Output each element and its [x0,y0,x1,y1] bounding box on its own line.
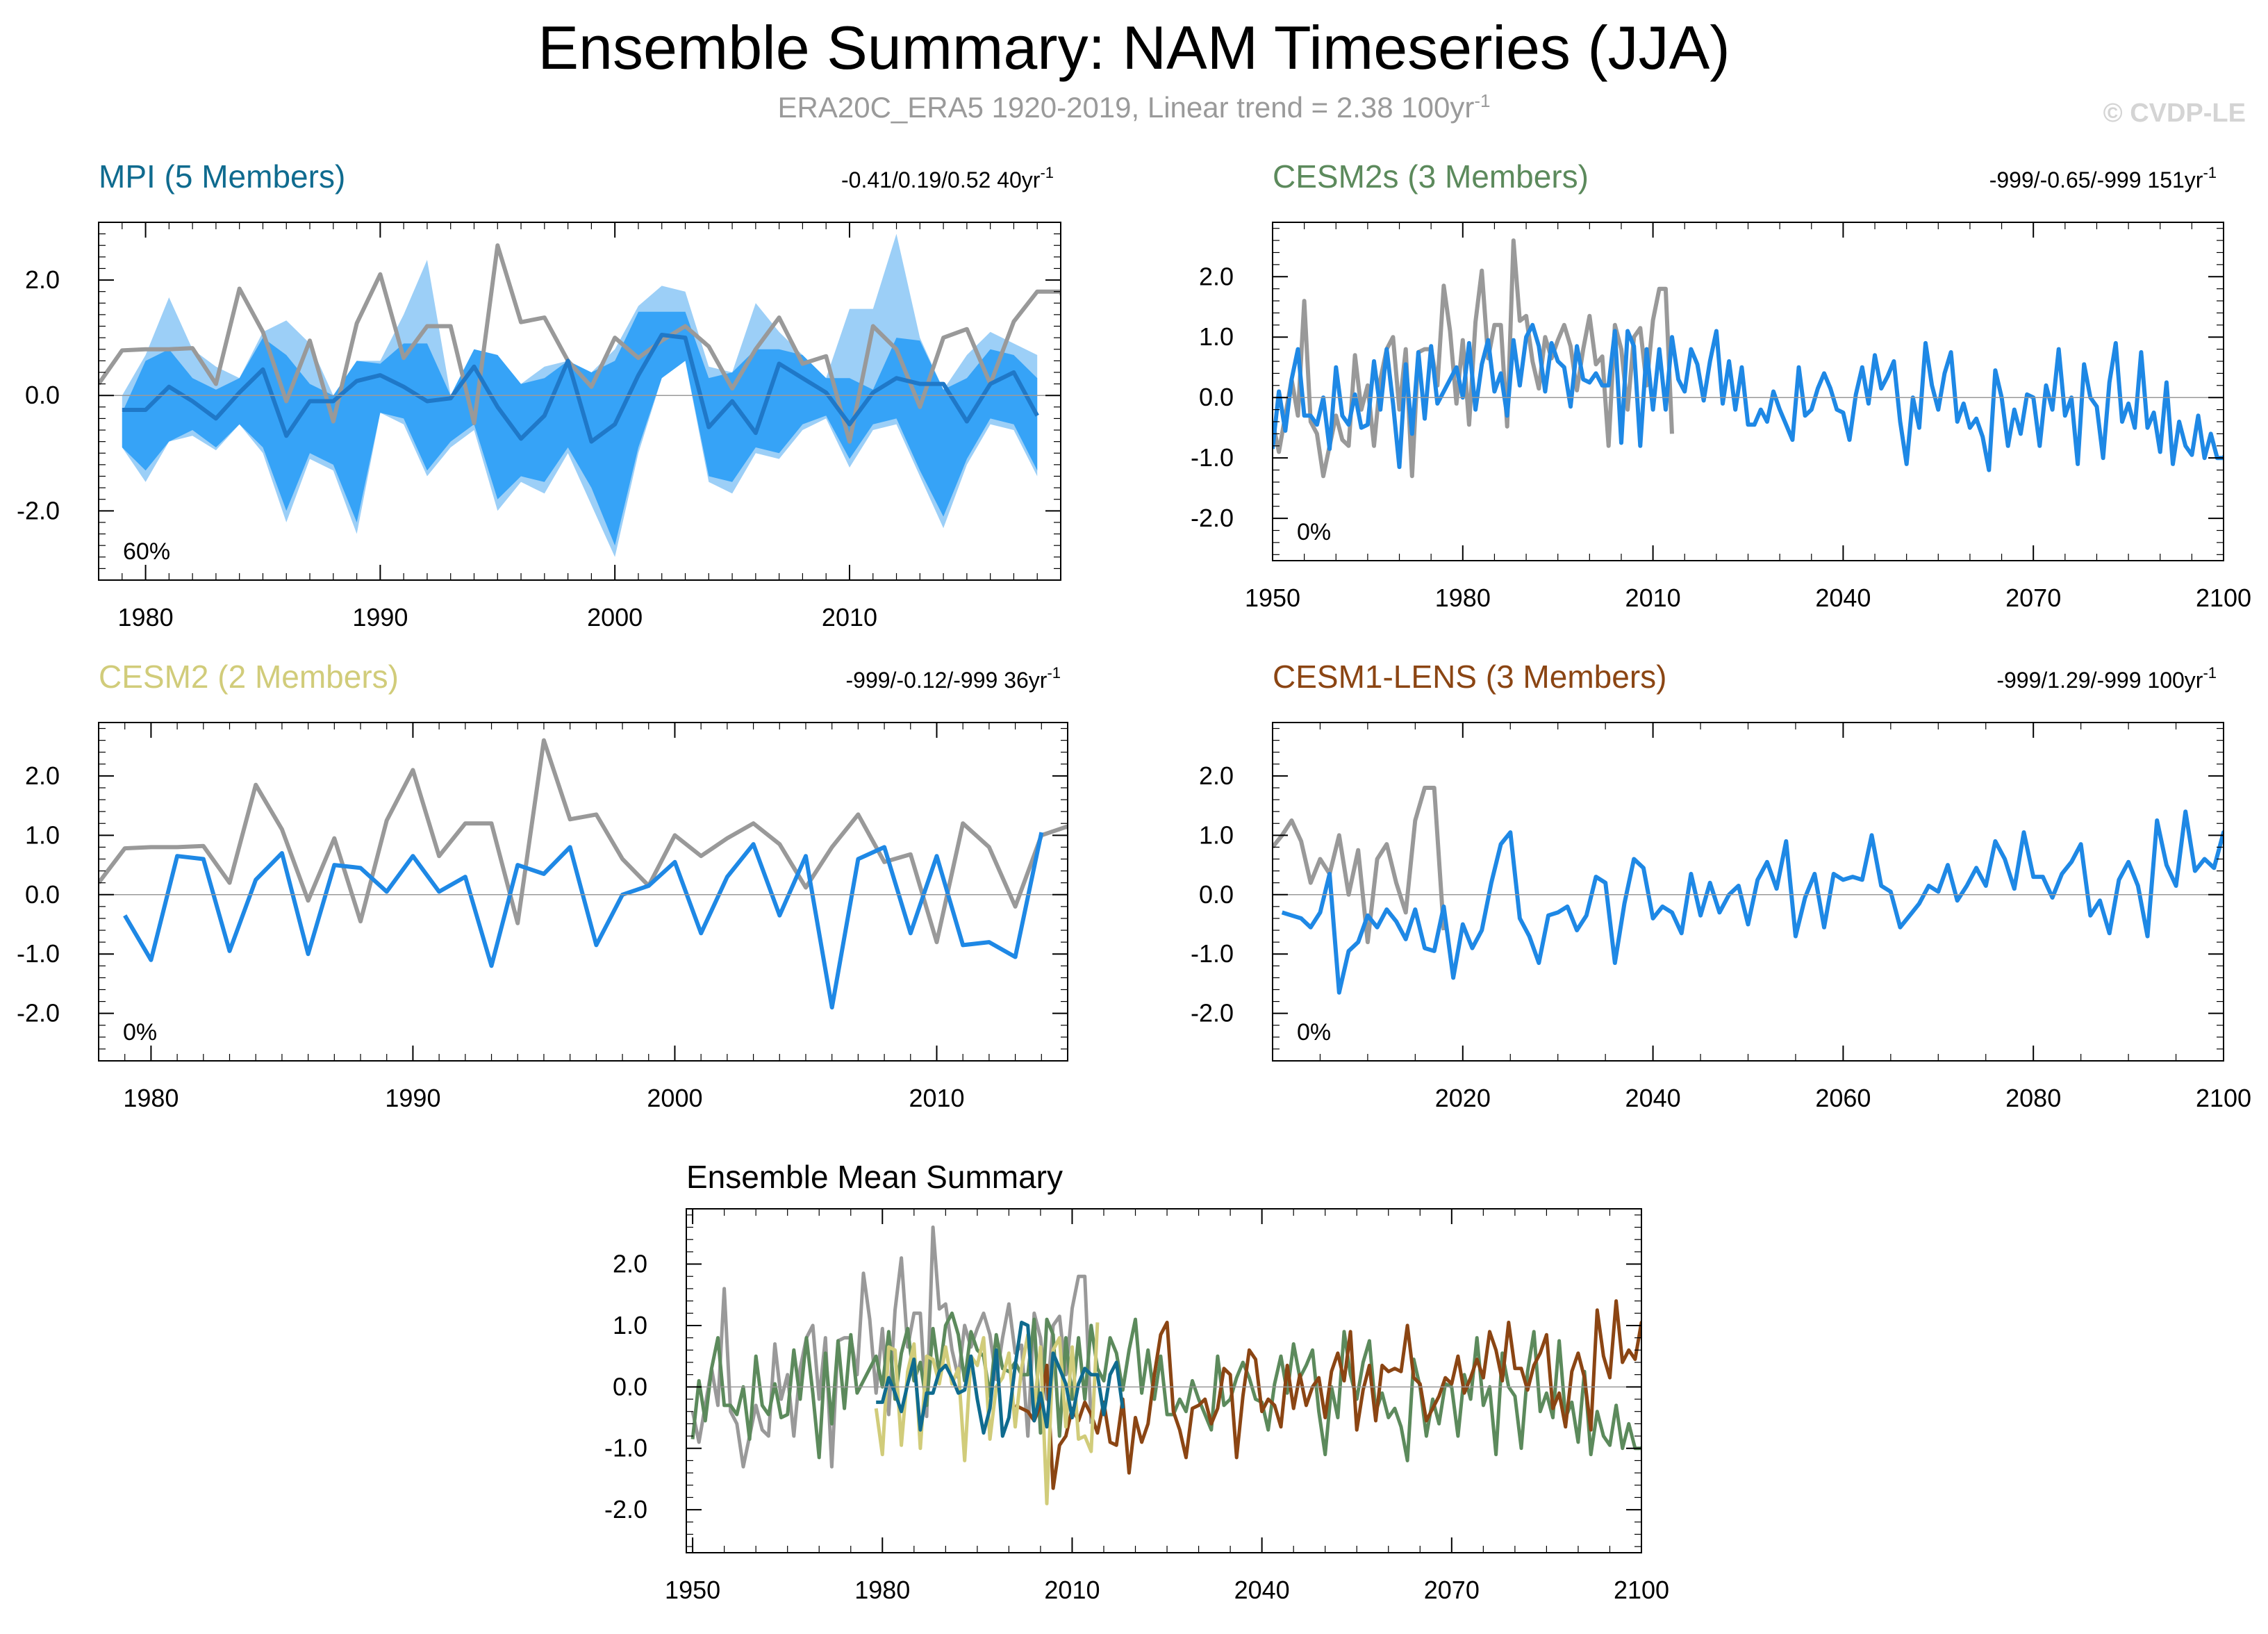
cesm2s-panel: 2.0 1.0 0.0 -1.0 -2.0 1950 1980 2010 2040 2070 210… [1191,158,2251,612]
summary-ytick-label: 1.0 [613,1311,647,1339]
mpi-xtick-label: 1990 [352,603,408,632]
cesm2-panel: 2.0 1.0 0.0 -1.0 -2.0 1980 1990 2000 2010 CESM2 (… [17,659,1068,1112]
cesm2s-xtick-label: 2040 [1815,584,1871,612]
cesm1-stats-label: -999/1.29/-999 100yr-1 [1996,664,2217,693]
cesm1-ytick-label: -1.0 [1191,939,1234,968]
mpi-stats-sup: -1 [1040,164,1054,181]
summary-xtick-label: 2100 [1614,1576,1669,1604]
summary-ytick-label: 2.0 [613,1250,647,1278]
cesm2-stats-sup: -1 [1047,664,1061,682]
cesm2-ytick-label: -2.0 [17,999,60,1028]
summary-ytick-label: -2.0 [604,1495,647,1524]
cesm2s-ytick-label: -1.0 [1191,443,1234,472]
cesm2-xtick-label: 1980 [123,1084,179,1112]
summary-xtick-label: 1980 [854,1576,910,1604]
cesm1-xtick-label: 2080 [2005,1084,2061,1112]
cesm2s-stats-sup: -1 [2203,164,2217,181]
cesm2-ytick-label: 0.0 [25,880,60,909]
summary-cesm1-line [1014,1299,1641,1490]
cesm2s-member-line [1273,322,2224,472]
cesm1-obs-line [1273,786,1446,945]
mpi-ytick-label: 0.0 [25,381,60,409]
cesm2-percent-label: 0% [123,1019,157,1046]
summary-plot-area [690,1226,1641,1505]
cesm2s-xtick-label: 1950 [1245,584,1300,612]
cesm2-panel-title: CESM2 (2 Members) [99,659,399,695]
summary-plot-frame [686,1208,1642,1553]
summary-panel-title: Ensemble Mean Summary [686,1159,1063,1195]
cesm2-xtick-label: 2010 [909,1084,964,1112]
mpi-obs-line [99,243,1061,444]
cesm2-plot-area [99,738,1068,1010]
summary-xtick-label: 2070 [1424,1576,1480,1604]
mpi-xtick-label: 2010 [822,603,877,632]
figure-subtitle: ERA20C_ERA5 1920-2019, Linear trend = 2.… [0,90,2268,124]
cesm2s-ytick-label: 2.0 [1199,262,1234,290]
mpi-stats-label: -0.41/0.19/0.52 40yr-1 [841,164,1054,192]
cesm1-ytick-label: 0.0 [1199,880,1234,909]
cesm2s-ytick-label: 1.0 [1199,322,1234,351]
cesm1-panel-title: CESM1-LENS (3 Members) [1273,659,1666,695]
summary-mpi-line [876,1321,1125,1438]
mpi-ytick-label: -2.0 [17,496,60,525]
cesm2-stats-label: -999/-0.12/-999 36yr-1 [845,664,1061,693]
mpi-percent-label: 60% [123,538,170,565]
figure-title: Ensemble Summary: NAM Timeseries (JJA) [538,13,1730,82]
summary-cesm2-line [874,1322,1100,1505]
cesm2s-xtick-label: 2070 [2005,584,2061,612]
cesm1-stats-sup: -1 [2203,664,2217,682]
cesm2-plot-frame [98,722,1068,1062]
cesm1-percent-label: 0% [1297,1019,1331,1046]
cesm2s-percent-label: 0% [1297,519,1331,545]
cesm2s-xtick-label: 2010 [1625,584,1681,612]
cesm2-member-line [123,832,1044,1010]
cesm2-ytick-label: -1.0 [17,939,60,968]
cesm1-xtick-label: 2060 [1815,1084,1871,1112]
summary-xtick-label: 2010 [1044,1576,1100,1604]
cesm2s-ytick-label: -2.0 [1191,504,1234,532]
cesm2-xtick-label: 2000 [647,1084,702,1112]
mpi-plot-frame [98,222,1061,581]
subtitle-text: ERA20C_ERA5 1920-2019, Linear trend = 2.… [777,91,1475,124]
mpi-spread-band-inner [122,311,1038,546]
cesm2s-panel-title: CESM2s (3 Members) [1273,158,1589,195]
mpi-xtick-label: 1980 [118,603,174,632]
cesm2-ytick-label: 1.0 [25,820,60,849]
summary-ytick-label: -1.0 [604,1434,647,1462]
cesm1-member-line [1281,809,2224,995]
subtitle-superscript: -1 [1474,90,1491,111]
mpi-panel-title: MPI (5 Members) [99,158,345,195]
cesm2s-ytick-label: 0.0 [1199,383,1234,411]
cesm2s-stats-label: -999/-0.65/-999 151yr-1 [1989,164,2217,192]
cesm1-plot-frame [1272,722,2224,1062]
mpi-xtick-label: 2000 [587,603,643,632]
cesm1-ytick-label: -2.0 [1191,999,1234,1028]
mpi-member-line [122,333,1039,444]
cesm1-xtick-label: 2100 [2196,1084,2251,1112]
summary-ytick-label: 0.0 [613,1372,647,1401]
summary-xtick-label: 2040 [1234,1576,1290,1604]
cesm2s-plot-area [1273,238,2224,479]
mpi-panel: 2.0 0.0 -2.0 1980 1990 2000 2010 MPI (5 Members… [17,158,1061,632]
cesm1-ytick-label: 1.0 [1199,820,1234,849]
cesm1-ytick-label: 2.0 [1199,761,1234,790]
copyright-label: © CVDP-LE [2103,99,2246,128]
cesm2-ytick-label: 2.0 [25,761,60,790]
cesm1-xtick-label: 2040 [1625,1084,1681,1112]
cesm2-xtick-label: 1990 [385,1084,440,1112]
cesm1-panel: 2.0 1.0 0.0 -1.0 -2.0 2020 2040 2060 2080 2100 CES… [1191,659,2251,1112]
cesm2-obs-line [99,738,1068,945]
summary-panel: 2.0 1.0 0.0 -1.0 -2.0 1950 1980 2010 2040 2070 210… [604,1159,1669,1604]
mpi-ytick-label: 2.0 [25,265,60,294]
cesm2s-xtick-label: 1980 [1435,584,1491,612]
cesm1-plot-area [1273,786,2224,995]
summary-xtick-label: 1950 [665,1576,720,1604]
cesm1-xtick-label: 2020 [1435,1084,1491,1112]
summary-cesm2s-line [690,1311,1641,1462]
cesm2s-xtick-label: 2100 [2196,584,2251,612]
